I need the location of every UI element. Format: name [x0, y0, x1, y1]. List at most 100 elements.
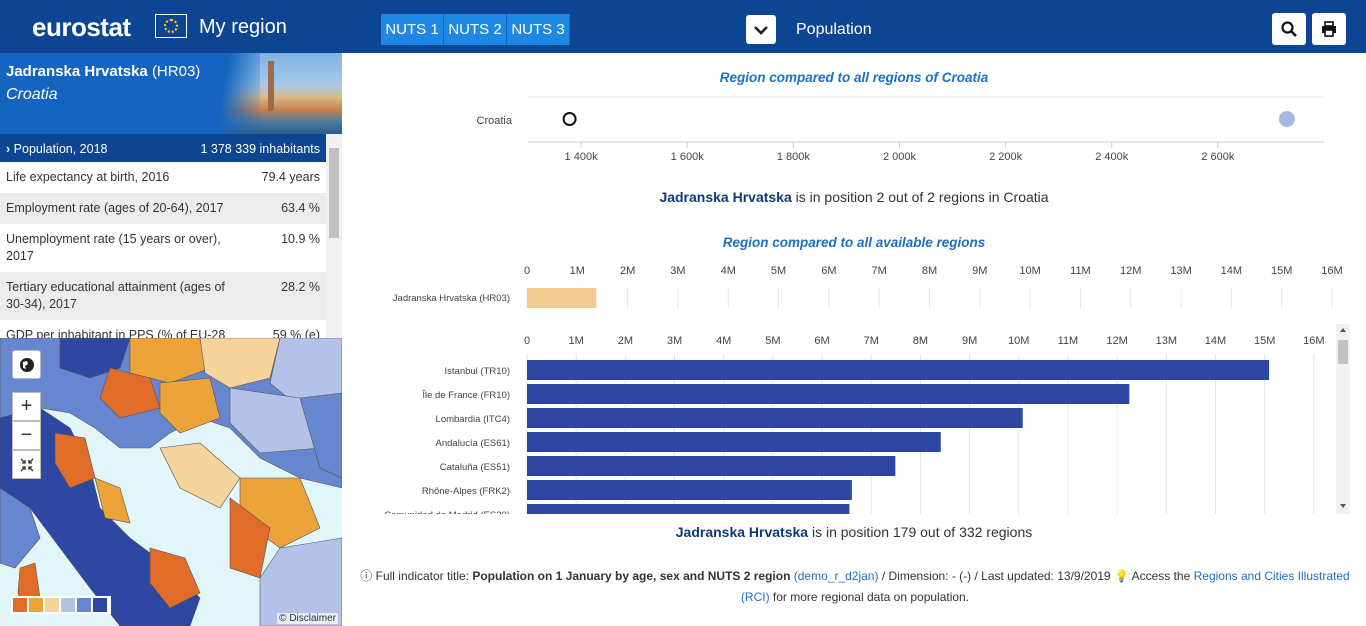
- x-tick-label: 2 600k: [1201, 151, 1235, 163]
- x-tick-label: 13M: [1156, 335, 1177, 347]
- x-tick-label: 12M: [1120, 265, 1141, 277]
- stat-row-tertiary[interactable]: Tertiary educational attainment (ages of…: [0, 272, 326, 320]
- stat-label: Unemployment rate (15 years or over), 20…: [6, 232, 221, 263]
- stat-value: 79.4 years: [261, 170, 320, 184]
- choropleth-map[interactable]: [0, 338, 342, 626]
- search-icon: [1281, 21, 1297, 37]
- region-bar[interactable]: [527, 408, 1023, 428]
- map-legend: [11, 596, 111, 614]
- country-comparison-chart: Croatia 1 400k 1 600k 1 800k 2 000k 2 200k 2 4…: [477, 96, 1324, 163]
- zoom-out-button[interactable]: −: [12, 421, 41, 450]
- bar-label: Lombardia (ITC4): [436, 414, 510, 425]
- x-tick-label: 14M: [1221, 265, 1242, 277]
- footnote-suffix: for more regional data on population.: [769, 590, 970, 604]
- region-bar[interactable]: [527, 480, 852, 500]
- x-tick-label: 2M: [620, 265, 635, 277]
- x-tick-label: 2M: [618, 335, 633, 347]
- x-tick-label: 1 400k: [565, 151, 599, 163]
- x-tick-label: 4M: [721, 265, 736, 277]
- region-map[interactable]: + − © Disclaimer: [0, 338, 342, 626]
- region-bar[interactable]: [527, 456, 896, 476]
- nuts-level-selector: NUTS 1 NUTS 2 NUTS 3: [381, 14, 570, 45]
- x-tick-label: 13M: [1170, 265, 1191, 277]
- stat-row-unemployment[interactable]: Unemployment rate (15 years or over), 20…: [0, 224, 326, 272]
- stat-label: › Population, 2018: [6, 141, 236, 158]
- legend-swatch: [29, 598, 43, 612]
- stat-row-employment[interactable]: Employment rate (ages of 20-64), 2017 63…: [0, 193, 326, 224]
- stat-row-population[interactable]: › Population, 2018 1 378 339 inhabitants: [0, 134, 326, 162]
- stat-label: GDP per inhabitant in PPS (% of EU-28: [6, 328, 226, 338]
- x-tick-label: 3M: [667, 335, 682, 347]
- print-button[interactable]: [1312, 13, 1346, 45]
- search-button[interactable]: [1272, 13, 1306, 45]
- x-tick-label: 1 600k: [671, 151, 705, 163]
- lightbulb-icon: 💡: [1113, 569, 1129, 583]
- other-region-point[interactable]: [1278, 111, 1295, 127]
- stat-row-gdp[interactable]: GDP per inhabitant in PPS (% of EU-28 59…: [0, 320, 326, 338]
- x-tick-label: 15M: [1271, 265, 1292, 277]
- globe-icon: [19, 357, 34, 372]
- stats-scrollbar[interactable]: [326, 134, 342, 338]
- x-tick-label: 0: [524, 335, 530, 347]
- bar-label: Île de France (FR10): [421, 390, 510, 401]
- region-bar[interactable]: [527, 432, 941, 452]
- eurostat-logo[interactable]: eurostat: [32, 12, 131, 42]
- nuts2-button[interactable]: NUTS 2: [444, 14, 507, 45]
- zoom-in-button[interactable]: +: [12, 392, 41, 421]
- stats-list[interactable]: › Population, 2018 1 378 339 inhabitants…: [0, 134, 342, 338]
- scroll-down-icon[interactable]: [1340, 504, 1346, 508]
- eu-flag-icon: [155, 14, 187, 38]
- selected-region-point[interactable]: [562, 112, 577, 126]
- x-tick-label: 1M: [569, 335, 584, 347]
- x-tick-label: 16M: [1321, 265, 1342, 277]
- x-tick-label: 10M: [1008, 335, 1029, 347]
- legend-swatch: [61, 598, 75, 612]
- chart-scrollbar[interactable]: [1336, 324, 1350, 514]
- dataset-link[interactable]: (demo_r_d2jan): [793, 569, 879, 583]
- scroll-up-icon[interactable]: [1340, 328, 1346, 332]
- nuts1-button[interactable]: NUTS 1: [381, 14, 444, 45]
- stat-value: 63.4 %: [281, 201, 320, 215]
- x-tick-label: 2 200k: [989, 151, 1023, 163]
- x-tick-label: 5M: [771, 265, 786, 277]
- indicator-label: Population: [796, 21, 872, 38]
- info-icon: ⓘ: [360, 569, 373, 583]
- nuts3-button[interactable]: NUTS 3: [507, 14, 570, 45]
- region-photo: [200, 53, 342, 134]
- x-tick-label: 5M: [765, 335, 780, 347]
- region-bar[interactable]: [527, 384, 1130, 404]
- row-label: Croatia: [477, 115, 513, 127]
- minus-icon: −: [20, 424, 33, 446]
- scrollbar-thumb[interactable]: [1338, 340, 1348, 364]
- x-tick-label: 1M: [570, 265, 585, 277]
- x-tick-label: 1 800k: [777, 151, 811, 163]
- region-name-bold: Jadranska Hrvatska: [675, 524, 809, 540]
- footnote-prefix: Full indicator title:: [375, 569, 473, 583]
- collapse-button[interactable]: [12, 450, 41, 479]
- region-name-bold: Jadranska Hrvatska: [659, 189, 792, 205]
- x-tick-label: 12M: [1106, 335, 1127, 347]
- all-position-detail: is in position 179 out of 332 regions: [808, 524, 1033, 540]
- disclaimer-link[interactable]: © Disclaimer: [277, 613, 338, 624]
- stat-label-text: Population, 2018: [13, 142, 108, 156]
- region-bar[interactable]: [527, 504, 850, 514]
- reset-view-button[interactable]: [12, 350, 41, 379]
- left-panel: Jadranska Hrvatska (HR03) Croatia › Popu…: [0, 53, 342, 626]
- indicator-dropdown-button[interactable]: [746, 15, 776, 44]
- rci-link[interactable]: Regions and Cities Illustrated (RCI): [740, 569, 1350, 604]
- x-tick-label: 3M: [670, 265, 685, 277]
- top-bar: eurostat My region NUTS 1 NUTS 2 NUTS 3 …: [0, 0, 1366, 53]
- all-regions-bar-chart[interactable]: 0 1M 2M 3M 4M 5M 6M 7M 8M 9M 10M 11M 12M 13M 14M 15M 16M…: [342, 324, 1366, 514]
- selected-region-bar[interactable]: [527, 288, 597, 308]
- x-tick-label: 9M: [972, 265, 987, 277]
- x-tick-label: 11M: [1058, 335, 1079, 347]
- region-header: Jadranska Hrvatska (HR03) Croatia: [0, 53, 342, 134]
- bar-label: Andalucía (ES61): [436, 438, 510, 449]
- x-tick-label: 7M: [864, 335, 879, 347]
- x-tick-label: 11M: [1070, 265, 1091, 277]
- region-bar[interactable]: [527, 360, 1270, 380]
- stat-row-life-expectancy[interactable]: Life expectancy at birth, 2016 79.4 year…: [0, 162, 326, 193]
- legend-swatch: [93, 598, 107, 612]
- x-tick-label: 9M: [962, 335, 977, 347]
- footnote-middle: / Dimension: - (-) / Last updated: 13/9/…: [878, 569, 1114, 583]
